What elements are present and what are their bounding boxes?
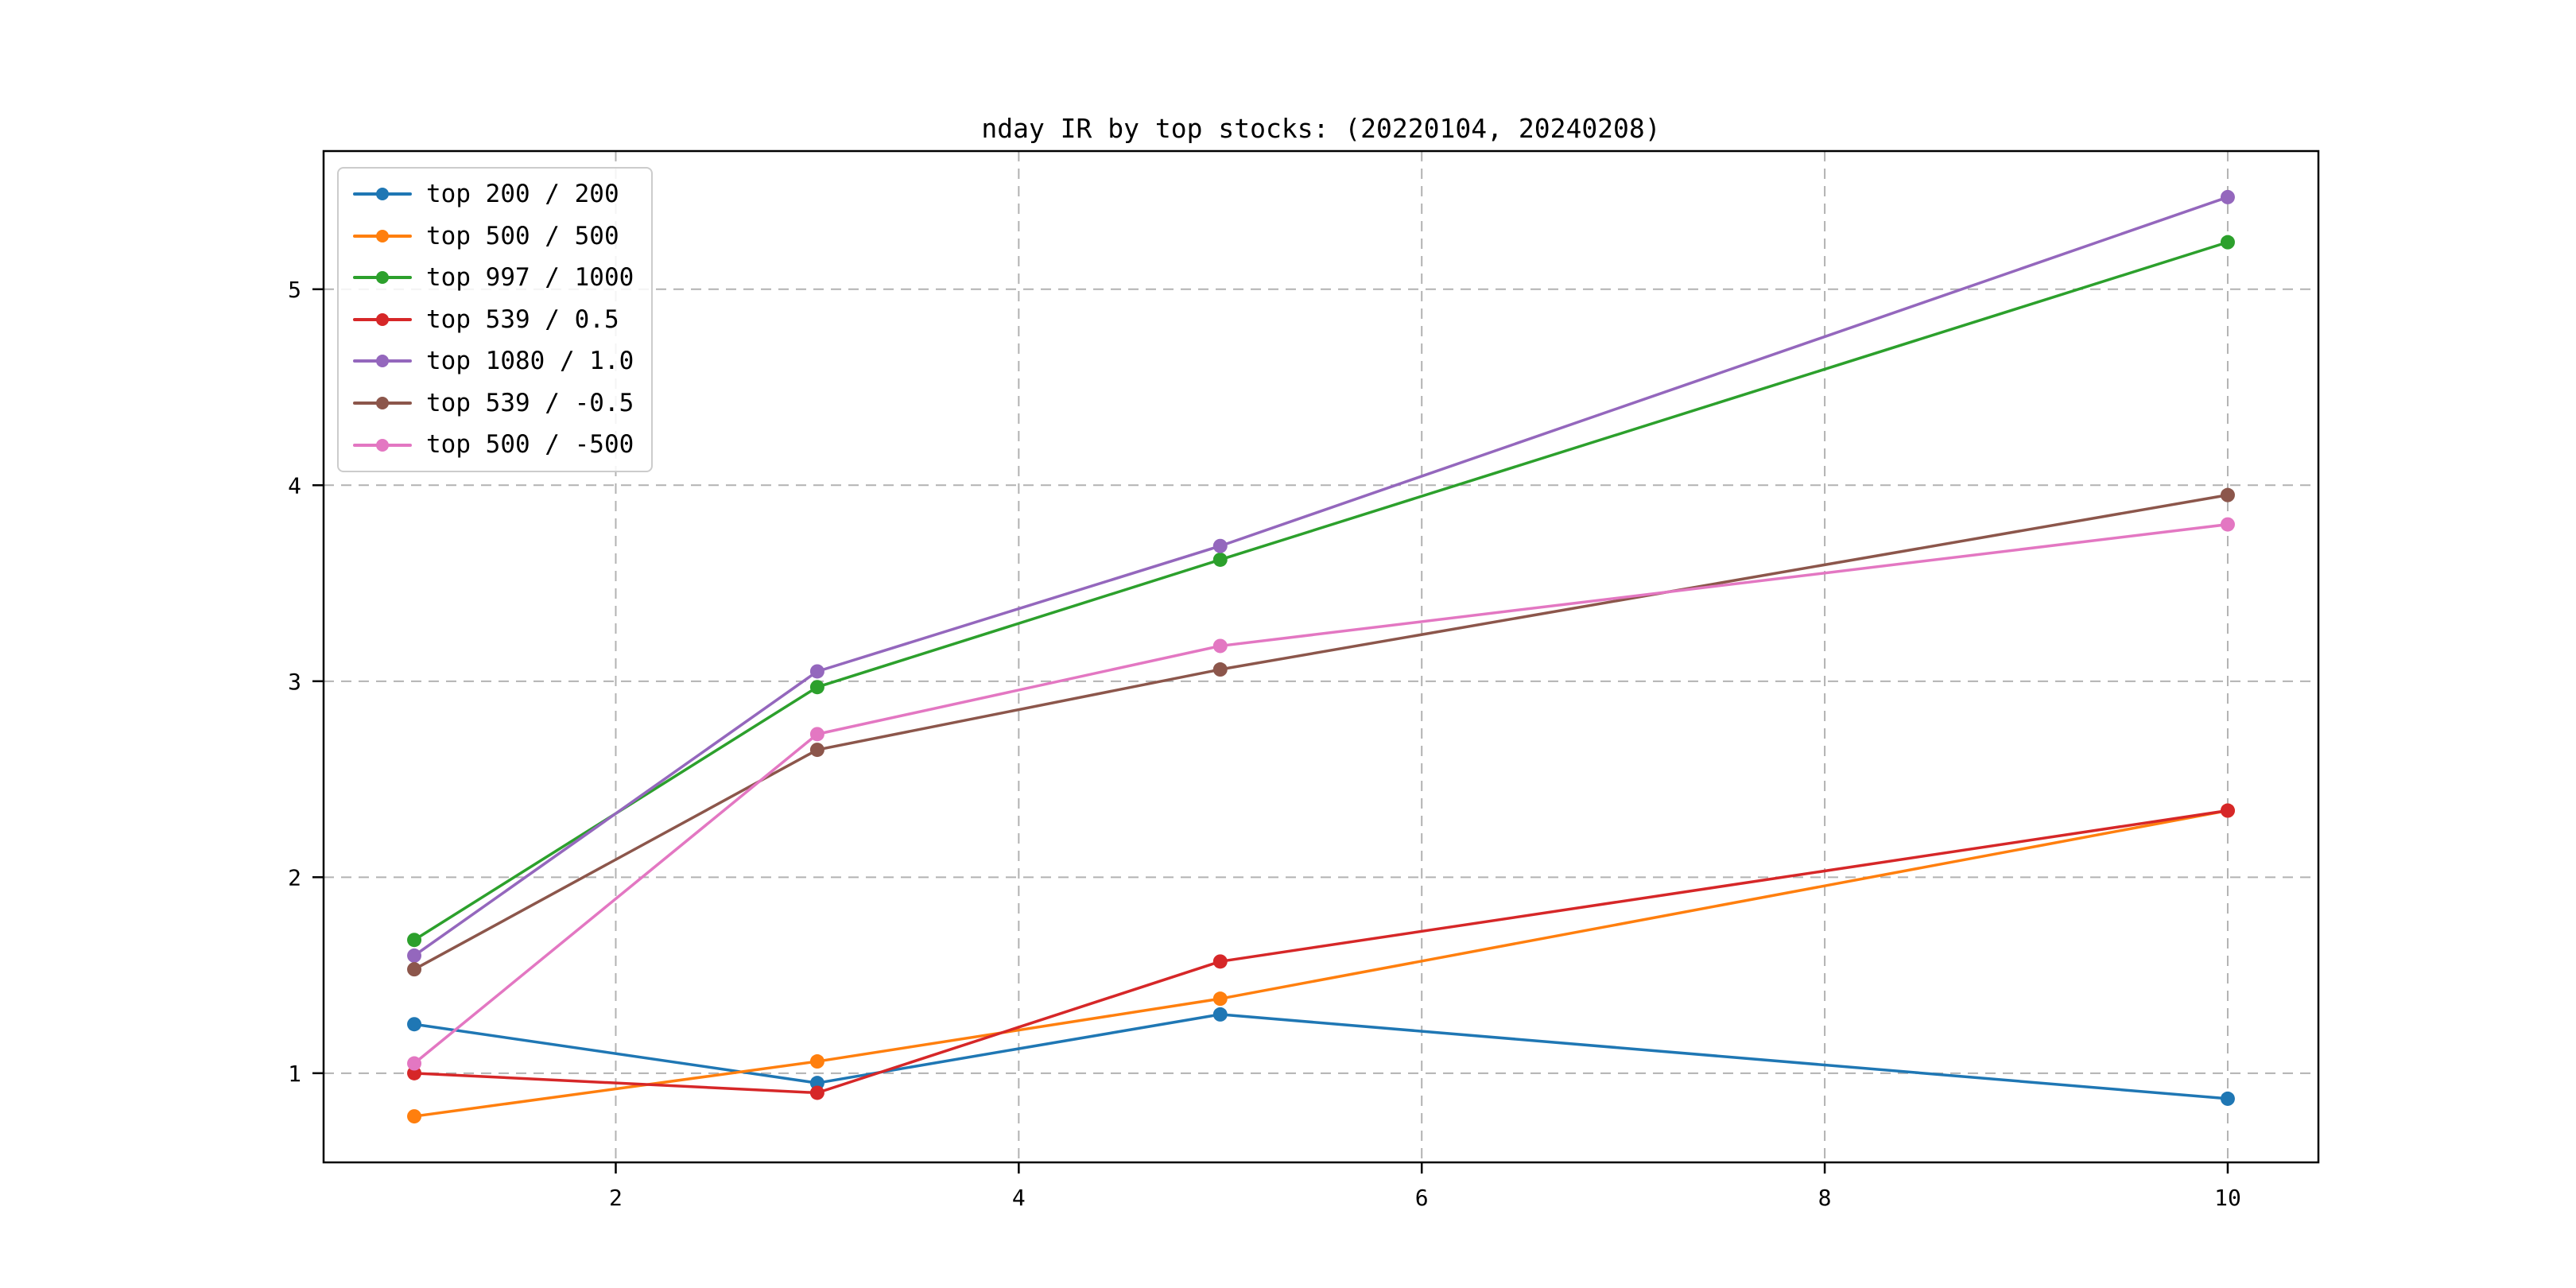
legend-label: top 997 / 1000 bbox=[426, 263, 634, 293]
series-marker-2 bbox=[2220, 235, 2235, 250]
series-line-5 bbox=[413, 493, 2229, 971]
legend-marker-icon bbox=[376, 312, 389, 326]
legend-item: top 500 / 500 bbox=[353, 223, 634, 250]
y-axis-tick-label: 5 bbox=[288, 277, 301, 303]
series-marker-4 bbox=[2220, 189, 2235, 204]
series-marker-6 bbox=[1212, 638, 1228, 654]
legend-label: top 539 / -0.5 bbox=[426, 388, 634, 417]
legend-line-sample bbox=[353, 312, 412, 326]
legend-label: top 500 / -500 bbox=[426, 430, 634, 460]
series-marker-4 bbox=[407, 948, 422, 963]
x-axis-tick-label: 6 bbox=[1415, 1185, 1429, 1211]
legend-line-sample bbox=[353, 397, 412, 409]
series-marker-6 bbox=[809, 727, 824, 742]
legend-item: top 539 / 0.5 bbox=[353, 307, 634, 333]
legend-label: top 1080 / 1.0 bbox=[426, 347, 634, 376]
legend-item: top 1080 / 1.0 bbox=[353, 348, 634, 374]
series-marker-4 bbox=[1212, 538, 1228, 553]
series-marker-5 bbox=[2220, 487, 2235, 502]
legend-marker-icon bbox=[376, 397, 389, 409]
series-marker-0 bbox=[2220, 1091, 2235, 1106]
legend-label: top 539 / 0.5 bbox=[426, 305, 619, 334]
x-axis-tick-label: 2 bbox=[609, 1185, 623, 1211]
x-axis-tick-label: 4 bbox=[1012, 1185, 1026, 1211]
series-marker-0 bbox=[809, 1076, 824, 1091]
legend-label: top 200 / 200 bbox=[426, 180, 619, 208]
series-marker-3 bbox=[2220, 803, 2235, 818]
series-marker-2 bbox=[809, 680, 824, 695]
legend-marker-icon bbox=[376, 229, 389, 242]
legend-line-sample bbox=[353, 438, 412, 452]
series-line-6 bbox=[413, 522, 2229, 1065]
y-axis-tick-label: 1 bbox=[288, 1061, 301, 1087]
series-marker-0 bbox=[407, 1017, 422, 1032]
series-marker-6 bbox=[407, 1056, 422, 1071]
series-marker-1 bbox=[809, 1054, 824, 1069]
series-marker-6 bbox=[2220, 517, 2235, 532]
series-line-1 bbox=[413, 809, 2229, 1118]
legend-line-sample bbox=[353, 229, 412, 242]
series-marker-1 bbox=[1212, 991, 1228, 1007]
axes-spines bbox=[322, 149, 2320, 1164]
x-axis-tick-label: 10 bbox=[2214, 1185, 2241, 1211]
y-axis-tick-label: 4 bbox=[288, 472, 301, 499]
series-marker-2 bbox=[1212, 552, 1228, 567]
legend-item: top 200 / 200 bbox=[353, 181, 634, 208]
legend-label: top 500 / 500 bbox=[426, 221, 619, 250]
series-marker-3 bbox=[407, 1065, 422, 1080]
series-line-3 bbox=[413, 809, 2229, 1095]
series-line-4 bbox=[413, 196, 2229, 957]
legend-item: top 997 / 1000 bbox=[353, 265, 634, 291]
legend-line-sample bbox=[353, 188, 412, 201]
series-marker-5 bbox=[407, 962, 422, 977]
series-marker-1 bbox=[407, 1109, 422, 1124]
legend-marker-icon bbox=[376, 271, 389, 285]
legend-item: top 500 / -500 bbox=[353, 432, 634, 458]
series-marker-4 bbox=[809, 664, 824, 679]
legend-line-sample bbox=[353, 271, 412, 285]
y-axis-tick-label: 2 bbox=[288, 864, 301, 890]
series-marker-3 bbox=[809, 1085, 824, 1100]
legend-item: top 539 / -0.5 bbox=[353, 390, 634, 417]
legend-box: top 200 / 200 top 500 / 500 top 997 / 1000… bbox=[337, 167, 654, 472]
series-marker-0 bbox=[1212, 1007, 1228, 1022]
series-marker-3 bbox=[1212, 954, 1228, 969]
series-line-2 bbox=[413, 240, 2229, 941]
chart-title: nday IR by top stocks: (20220104, 202402… bbox=[981, 113, 1661, 144]
series-marker-5 bbox=[809, 743, 824, 758]
legend-marker-icon bbox=[376, 438, 389, 452]
series-line-0 bbox=[413, 1013, 2229, 1100]
y-axis-tick-label: 3 bbox=[288, 669, 301, 695]
legend-line-sample bbox=[353, 355, 412, 368]
legend-marker-icon bbox=[376, 355, 389, 368]
series-marker-2 bbox=[407, 933, 422, 948]
x-axis-tick-label: 8 bbox=[1818, 1185, 1832, 1211]
series-marker-5 bbox=[1212, 662, 1228, 677]
legend-marker-icon bbox=[376, 188, 389, 201]
